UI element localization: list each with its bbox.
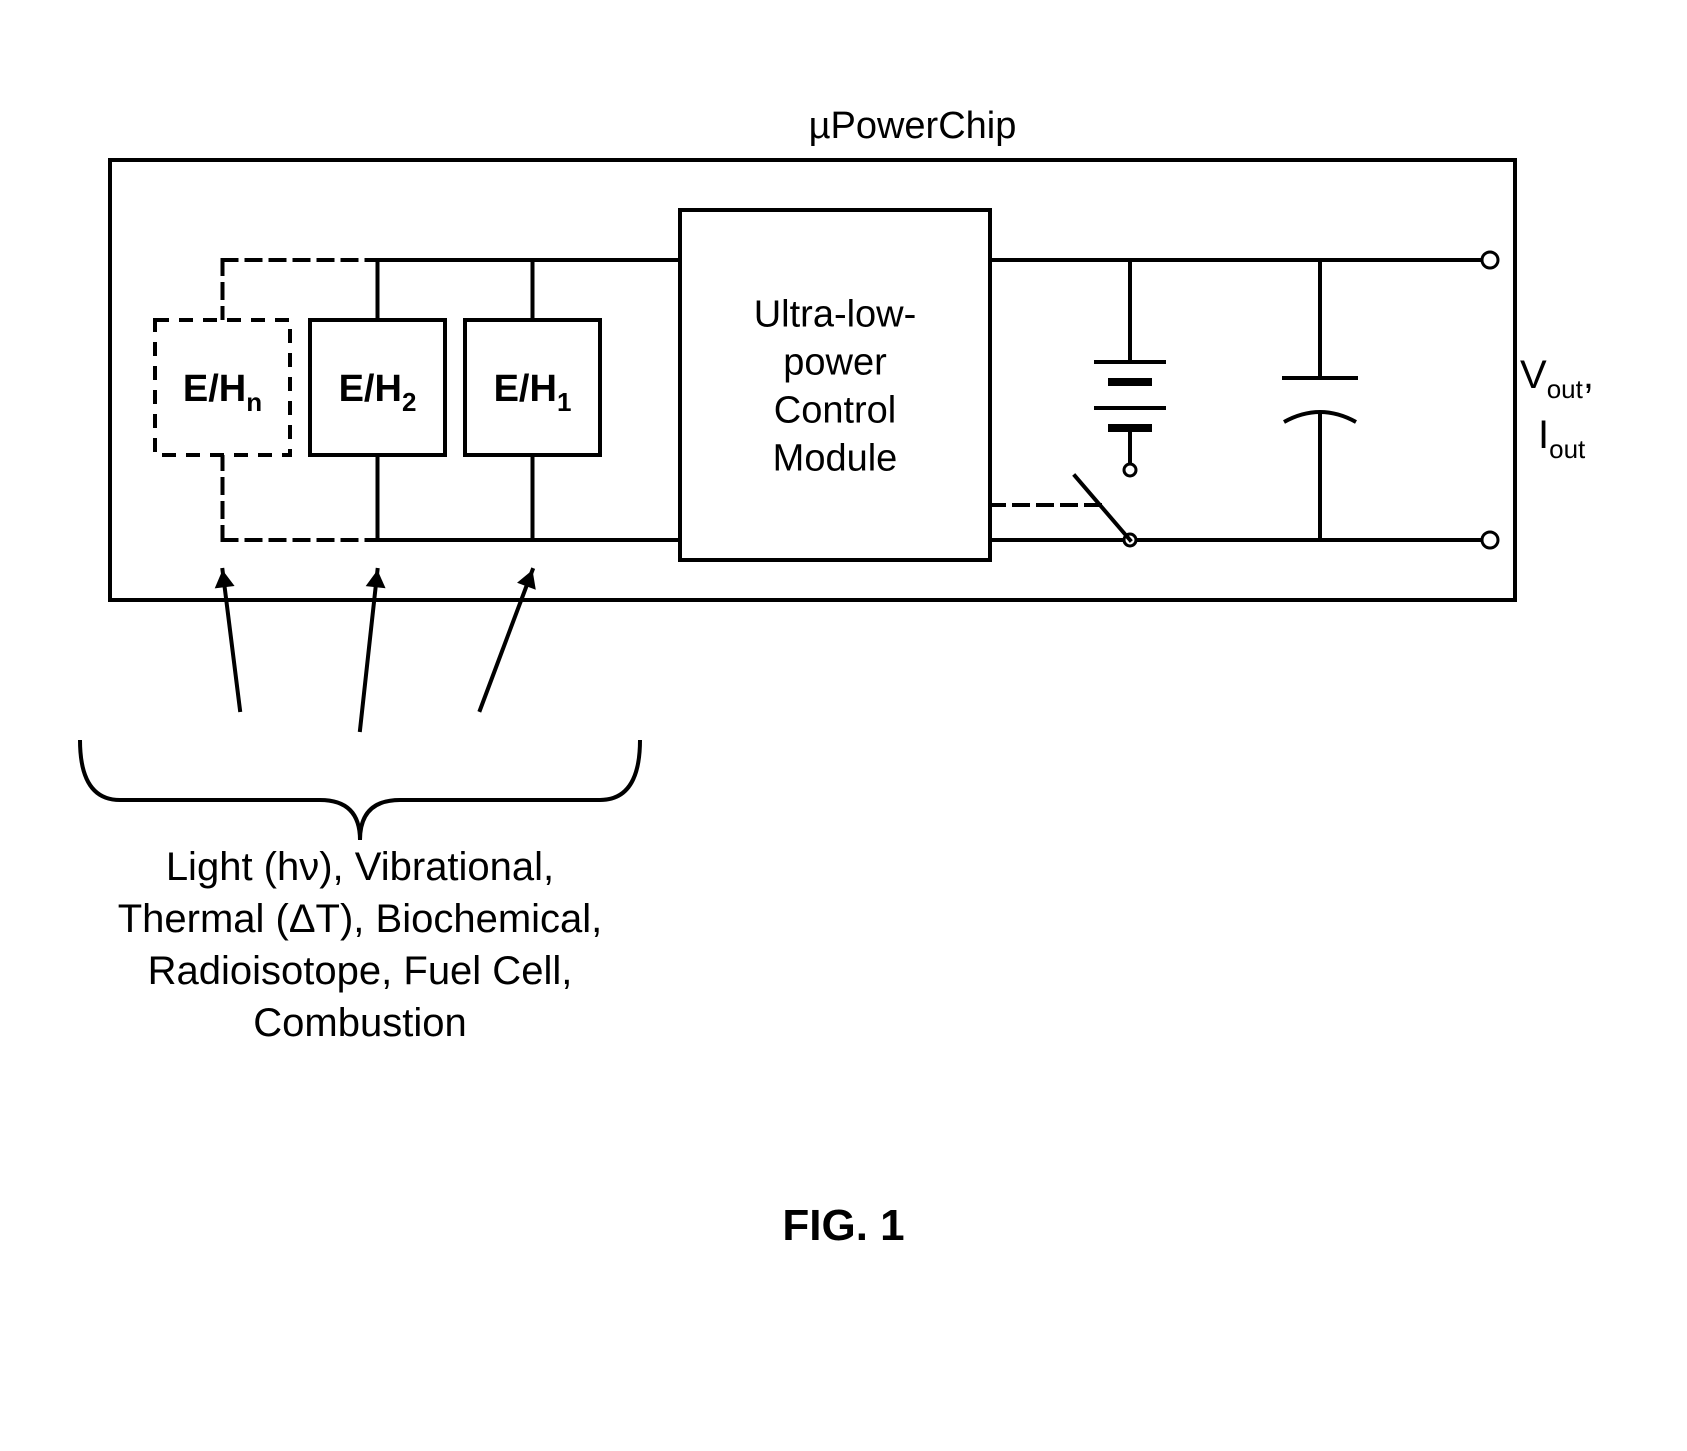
control-label-0: Ultra-low- bbox=[754, 293, 917, 335]
control-module bbox=[680, 210, 990, 560]
brace bbox=[80, 740, 640, 840]
control-label-2: Control bbox=[774, 389, 897, 431]
terminal-top bbox=[1482, 252, 1498, 268]
iout-label: Iout bbox=[1538, 413, 1586, 464]
annotation-line-0: Light (hν), Vibrational, bbox=[166, 845, 554, 889]
annotation-line-1: Thermal (ΔT), Biochemical, bbox=[118, 897, 603, 941]
vout-label: Vout, bbox=[1520, 353, 1594, 404]
chip-title: µPowerChip bbox=[809, 105, 1017, 147]
control-label-3: Module bbox=[773, 437, 898, 479]
annotation-line-2: Radioisotope, Fuel Cell, bbox=[148, 949, 573, 993]
annotation-line-3: Combustion bbox=[253, 1001, 466, 1045]
figure-caption: FIG. 1 bbox=[782, 1201, 904, 1250]
terminal-bot bbox=[1482, 532, 1498, 548]
control-label-1: power bbox=[783, 341, 887, 383]
